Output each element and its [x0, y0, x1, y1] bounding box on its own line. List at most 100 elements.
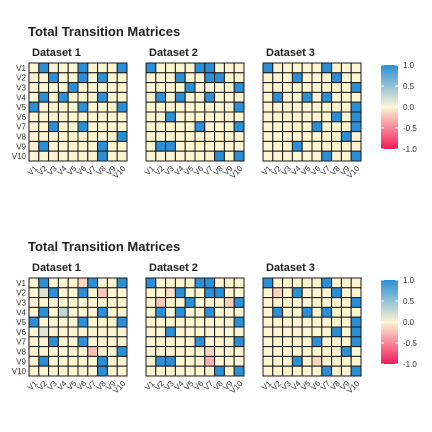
heatmap-cell [194, 297, 206, 308]
heatmap-cell [116, 101, 128, 113]
heatmap-cell [331, 355, 342, 367]
heatmap-cell [145, 62, 157, 74]
panel-title: Dataset 3 [266, 47, 315, 59]
colorbar-tick-label: -1.0 [403, 145, 417, 154]
heatmap-cell [194, 346, 206, 357]
heatmap-cell [145, 306, 157, 318]
heatmap-cell [106, 121, 118, 133]
heatmap-cell [77, 91, 89, 103]
heatmap-cell [165, 150, 176, 162]
heatmap-cell [57, 346, 69, 357]
heatmap-cell [67, 287, 79, 299]
heatmap-cell [48, 150, 59, 162]
heatmap-cell [331, 365, 342, 377]
heatmap-cell [145, 297, 157, 308]
heatmap-cell [262, 306, 274, 318]
heatmap-cell [340, 82, 352, 93]
heatmap-cell [311, 62, 323, 74]
heatmap-cell [282, 336, 293, 348]
heatmap-cell [204, 306, 216, 318]
heatmap-cell [350, 287, 362, 299]
heatmap-cell [174, 121, 186, 133]
heatmap-cell [184, 336, 196, 348]
heatmap-cell [87, 326, 99, 338]
heatmap-cell [233, 297, 245, 308]
heatmap-cell [233, 72, 245, 84]
heatmap-cell [331, 101, 342, 113]
heatmap-cell [28, 111, 40, 123]
heatmap-cell [106, 316, 118, 328]
heatmap-cell [272, 150, 284, 162]
heatmap-cell [301, 131, 313, 142]
heatmap-cell [97, 121, 108, 133]
heatmap-cell [155, 365, 167, 377]
heatmap-cell [155, 111, 167, 123]
heatmap-cell [165, 72, 176, 84]
heatmap-cell [272, 336, 284, 348]
heatmap-cell [194, 306, 206, 318]
heatmap-cell [214, 82, 225, 93]
heatmap-cell [67, 365, 79, 377]
heatmap-cell [38, 346, 50, 357]
heatmap-cell [28, 91, 40, 103]
heatmap-cell [38, 306, 50, 318]
heatmap-cell [77, 365, 89, 377]
heatmap-cell [262, 336, 274, 348]
heatmap-cell [184, 355, 196, 367]
heatmap-cell [165, 277, 176, 289]
heatmap-cell [262, 287, 274, 299]
heatmap-cell [340, 287, 352, 299]
panel-title: Dataset 1 [32, 47, 81, 59]
y-tick-label: V7 [16, 338, 26, 347]
heatmap-cell [340, 316, 352, 328]
heatmap-cell [38, 121, 50, 133]
panel-1: Dataset 1V1V2V3V4V5V6V7V8V9V10V1V2V3V4V5… [12, 262, 128, 395]
heatmap-cell [145, 365, 157, 377]
heatmap-cell [145, 326, 157, 338]
heatmap-cell [282, 111, 293, 123]
heatmap-cell [145, 140, 157, 152]
heatmap-cell [116, 287, 128, 299]
heatmap-cell [194, 277, 206, 289]
heatmap-cell [204, 150, 216, 162]
heatmap-cell [87, 346, 99, 357]
heatmap-cell [165, 346, 176, 357]
heatmap-cell [165, 326, 176, 338]
heatmap-cell [77, 131, 89, 142]
heatmap-cell [87, 355, 99, 367]
heatmap-cell [301, 316, 313, 328]
heatmap-cell [214, 91, 225, 103]
heatmap-cell [184, 150, 196, 162]
heatmap-cell [350, 277, 362, 289]
heatmap-cell [145, 150, 157, 162]
heatmap-cell [262, 101, 274, 113]
heatmap-cell [97, 277, 108, 289]
y-tick-label: V4 [16, 93, 26, 102]
heatmap-cell [272, 326, 284, 338]
heatmap-cell [204, 355, 216, 367]
heatmap-cell [291, 62, 303, 74]
heatmap-cell [165, 121, 176, 133]
heatmap-cell [223, 306, 235, 318]
heatmap-cell [116, 82, 128, 93]
heatmap-cell [28, 355, 40, 367]
heatmap-cell [350, 91, 362, 103]
heatmap-cell [291, 111, 303, 123]
heatmap-cell [87, 287, 99, 299]
heatmap-cell [106, 326, 118, 338]
heatmap-cell [291, 131, 303, 142]
panel-title: Dataset 2 [149, 47, 198, 59]
heatmap-cell [97, 346, 108, 357]
heatmap-cell [116, 72, 128, 84]
heatmap-cell [194, 111, 206, 123]
heatmap-cell [97, 316, 108, 328]
heatmap-cell [57, 82, 69, 93]
heatmap-cell [106, 82, 118, 93]
heatmap-cell [28, 101, 40, 113]
heatmap-cell [331, 150, 342, 162]
heatmap-cell [155, 277, 167, 289]
heatmap-cell [77, 121, 89, 133]
heatmap-cell [77, 297, 89, 308]
heatmap-cell [301, 355, 313, 367]
